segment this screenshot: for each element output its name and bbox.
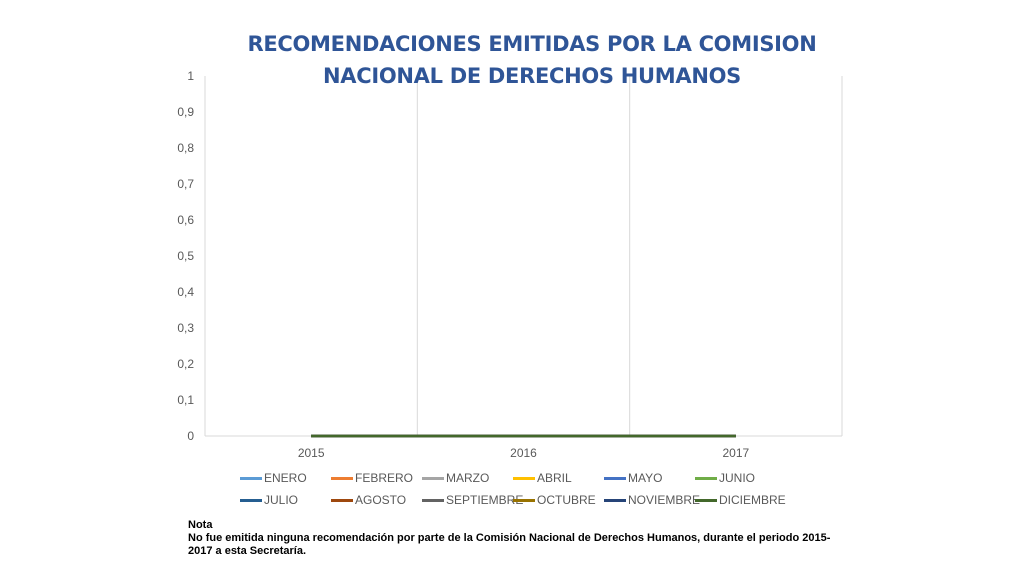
legend-label: MAYO: [628, 471, 663, 485]
legend-item-mayo: MAYO: [604, 468, 662, 488]
y-tick-label: 0,1: [177, 393, 194, 407]
y-tick-label: 0,8: [177, 141, 194, 155]
chart-legend: ENERO FEBRERO MARZO ABRIL MAYO JUNIO JULIO AGOS…: [240, 468, 800, 512]
legend-label: JULIO: [264, 493, 299, 507]
legend-item-abril: ABRIL: [513, 468, 572, 488]
legend-label: SEPTIEMBRE: [446, 493, 524, 507]
legend-swatch: [604, 498, 626, 502]
y-tick-label: 0,4: [177, 285, 194, 299]
legend-swatch: [240, 498, 262, 502]
legend-label: DICIEMBRE: [719, 493, 786, 507]
y-tick-label: 0: [187, 429, 194, 443]
x-axis-ticks: 2015 2016 2017: [298, 446, 750, 460]
x-tick-label: 2016: [510, 446, 537, 460]
legend-swatch: [331, 498, 353, 502]
legend-swatch: [422, 476, 444, 480]
legend-item-agosto: AGOSTO: [331, 490, 406, 510]
legend-item-junio: JUNIO: [695, 468, 755, 488]
legend-item-febrero: FEBRERO: [331, 468, 413, 488]
legend-item-enero: ENERO: [240, 468, 307, 488]
legend-label: JUNIO: [719, 471, 755, 485]
legend-item-octubre: OCTUBRE: [513, 490, 596, 510]
legend-label: AGOSTO: [355, 493, 407, 507]
note-text: No fue emitida ninguna recomendación por…: [188, 532, 831, 557]
legend-swatch: [422, 498, 444, 502]
legend-swatch: [331, 476, 353, 480]
legend-label: FEBRERO: [355, 471, 414, 485]
x-tick-label: 2017: [722, 446, 749, 460]
legend-swatch: [240, 476, 262, 480]
legend-swatch: [604, 476, 626, 480]
y-tick-label: 0,7: [177, 177, 194, 191]
gridlines: [204, 76, 843, 436]
y-tick-label: 1: [187, 69, 194, 83]
legend-item-diciembre: DICIEMBRE: [695, 490, 786, 510]
y-tick-label: 0,9: [177, 105, 194, 119]
note-heading: Nota: [188, 519, 213, 531]
legend-label: ABRIL: [537, 471, 572, 485]
legend-item-marzo: MARZO: [422, 468, 489, 488]
x-tick-label: 2015: [298, 446, 325, 460]
legend-swatch: [513, 476, 535, 480]
legend-swatch: [695, 498, 717, 502]
chart-title-line-1: RECOMENDACIONES EMITIDAS POR LA COMISION: [247, 32, 817, 56]
chart-title: RECOMENDACIONES EMITIDAS POR LA COMISION…: [232, 28, 832, 92]
legend-swatch: [513, 498, 535, 502]
legend-swatch: [695, 476, 717, 480]
y-tick-label: 0,5: [177, 249, 194, 263]
legend-label: ENERO: [264, 471, 307, 485]
y-axis-ticks: 0 0,1 0,2 0,3 0,4 0,5 0,6 0,7 0,8 0,9 1: [177, 69, 194, 443]
note-block: Nota No fue emitida ninguna recomendació…: [188, 519, 848, 558]
y-tick-label: 0,3: [177, 321, 194, 335]
legend-item-septiembre: SEPTIEMBRE: [422, 490, 523, 510]
legend-label: MARZO: [446, 471, 490, 485]
legend-item-julio: JULIO: [240, 490, 298, 510]
y-tick-label: 0,6: [177, 213, 194, 227]
legend-item-noviembre: NOVIEMBRE: [604, 490, 700, 510]
legend-label: OCTUBRE: [537, 493, 596, 507]
legend-label: NOVIEMBRE: [628, 493, 701, 507]
y-tick-label: 0,2: [177, 357, 194, 371]
chart-title-line-2: NACIONAL DE DERECHOS HUMANOS: [322, 64, 741, 88]
